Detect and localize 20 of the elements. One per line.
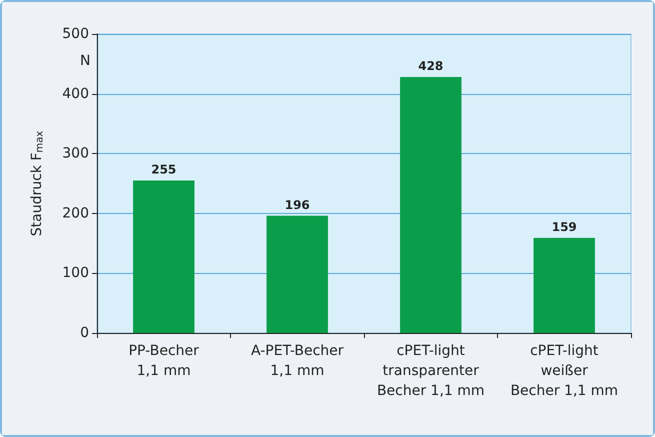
bar [133,180,194,333]
bar [266,216,328,333]
data-label: 196 [284,198,310,212]
data-label: 428 [418,59,444,74]
data-label: 255 [151,162,176,177]
data-label: 159 [552,220,577,234]
y-tick-label: 200 [62,205,89,222]
bar [400,77,462,333]
x-tick-label: PP-Becher 1,1 mm [128,343,200,379]
x-tick-label: cPET-light weißer Becher 1,1 mm [510,343,618,399]
bar [534,238,595,333]
x-tick-label: A-PET-Becher 1,1 mm [250,343,344,379]
y-tick-label: 100 [62,265,89,282]
y-tick-label: 400 [62,86,89,102]
text: N [80,53,90,69]
y-axis-title: Staudruck Fmax [29,130,46,236]
x-tick-label: cPET-light transparenter Becher 1,1 mm [376,343,485,399]
y-tick-label: 300 [62,146,89,162]
y-tick-label: 500 [62,26,89,42]
y-tick-label: 0 [80,325,89,341]
